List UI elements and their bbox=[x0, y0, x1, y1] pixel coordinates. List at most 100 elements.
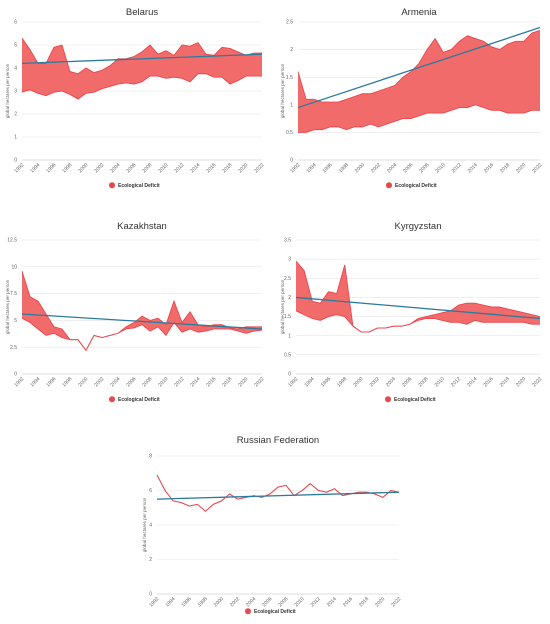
y-tick-label: 0 bbox=[288, 372, 291, 378]
x-tick-label: 2012 bbox=[450, 376, 462, 388]
x-tick-label: 2008 bbox=[277, 596, 289, 608]
chart-armenia: 0 0.5 1 1.5 2 2.5 1992 1994 1996 1998 2000 2002 2004… bbox=[280, 7, 544, 189]
x-tick-label: 2012 bbox=[173, 376, 185, 388]
x-tick-label: 1998 bbox=[338, 162, 350, 174]
y-tick-label: 4 bbox=[14, 66, 17, 72]
x-tick-label: 2006 bbox=[125, 162, 137, 174]
y-axis-label: global hectares per person bbox=[5, 279, 10, 334]
legend-marker[interactable] bbox=[245, 608, 251, 615]
y-tick-label: 1.5 bbox=[284, 314, 291, 320]
chart-kyrgyzstan: 0 0.5 1 1.5 2 2.5 3 3.5 1992 1994 1996 1998 2000 2002… bbox=[280, 221, 544, 403]
chart-title: Kazakhstan bbox=[117, 221, 167, 232]
x-tick-label: 2022 bbox=[531, 162, 543, 174]
chart-title: Kyrgyzstan bbox=[395, 221, 442, 232]
x-tick-label: 2020 bbox=[237, 376, 249, 388]
x-tick-label: 1992 bbox=[289, 162, 301, 174]
y-tick-label: 3 bbox=[14, 89, 17, 95]
y-tick-label: 6 bbox=[149, 488, 152, 494]
x-tick-label: 1998 bbox=[197, 596, 209, 608]
x-tick-label: 2000 bbox=[213, 596, 225, 608]
y-tick-label: 0 bbox=[290, 158, 293, 164]
x-tick-label: 1994 bbox=[164, 596, 176, 608]
x-tick-label: 2020 bbox=[374, 596, 386, 608]
x-tick-label: 1998 bbox=[61, 376, 73, 388]
y-tick-label: 2 bbox=[290, 47, 293, 53]
legend-label[interactable]: Ecological Deficit bbox=[118, 183, 160, 189]
y-tick-label: 1 bbox=[288, 333, 291, 339]
x-tick-label: 1996 bbox=[181, 596, 193, 608]
deficit-upper-line bbox=[21, 270, 262, 352]
x-tick-label: 2018 bbox=[499, 162, 511, 174]
y-tick-label: 3.5 bbox=[284, 238, 291, 244]
trend-line bbox=[21, 53, 263, 65]
x-tick-label: 2014 bbox=[467, 162, 479, 174]
chart-title: Armenia bbox=[401, 7, 437, 18]
x-tick-label: 2004 bbox=[385, 376, 397, 388]
legend-marker[interactable] bbox=[109, 396, 115, 403]
y-tick-label: 1 bbox=[14, 135, 17, 141]
x-tick-label: 2012 bbox=[310, 596, 322, 608]
x-tick-label: 2002 bbox=[369, 376, 381, 388]
deficit-upper-line bbox=[295, 260, 541, 333]
x-tick-label: 1996 bbox=[45, 376, 57, 388]
x-tick-label: 1992 bbox=[148, 596, 160, 608]
y-tick-label: 0 bbox=[14, 158, 17, 164]
x-tick-label: 2002 bbox=[229, 596, 241, 608]
y-tick-label: 2.5 bbox=[10, 345, 17, 351]
trend-line bbox=[295, 296, 541, 320]
x-tick-label: 1994 bbox=[29, 376, 41, 388]
x-tick-label: 2018 bbox=[358, 596, 370, 608]
y-tick-label: 2.5 bbox=[286, 20, 293, 26]
y-axis-label: global hectares per person bbox=[5, 63, 10, 118]
x-tick-label: 2010 bbox=[434, 376, 446, 388]
legend-marker[interactable] bbox=[386, 182, 392, 189]
chart-title: Belarus bbox=[126, 7, 158, 18]
x-tick-label: 1992 bbox=[13, 162, 25, 174]
x-tick-label: 2022 bbox=[531, 376, 543, 388]
x-tick-label: 1994 bbox=[305, 162, 317, 174]
x-tick-label: 2016 bbox=[205, 162, 217, 174]
legend-label[interactable]: Ecological Deficit bbox=[118, 397, 160, 403]
x-tick-label: 2016 bbox=[483, 376, 495, 388]
x-tick-label: 2016 bbox=[342, 596, 354, 608]
x-tick-label: 2014 bbox=[189, 376, 201, 388]
x-tick-label: 2010 bbox=[435, 162, 447, 174]
x-tick-label: 2008 bbox=[141, 162, 153, 174]
legend-label[interactable]: Ecological Deficit bbox=[254, 609, 296, 615]
x-tick-label: 2018 bbox=[221, 162, 233, 174]
y-axis-label: global hectares per person bbox=[142, 497, 147, 552]
legend-label[interactable]: Ecological Deficit bbox=[395, 183, 437, 189]
x-tick-label: 2020 bbox=[237, 162, 249, 174]
x-tick-label: 2006 bbox=[401, 376, 413, 388]
chart-belarus: 0 1 2 3 4 5 6 1992 1994 1996 1998 2000 2002 2004 2006 2… bbox=[5, 7, 266, 189]
y-tick-label: 10 bbox=[11, 264, 17, 270]
x-tick-label: 2016 bbox=[483, 162, 495, 174]
x-tick-label: 2004 bbox=[109, 162, 121, 174]
x-tick-label: 1998 bbox=[61, 162, 73, 174]
x-tick-label: 2010 bbox=[157, 162, 169, 174]
x-tick-label: 2014 bbox=[466, 376, 478, 388]
y-tick-label: 1 bbox=[290, 102, 293, 108]
y-tick-label: 6 bbox=[14, 20, 17, 26]
legend-label[interactable]: Ecological Deficit bbox=[394, 397, 436, 403]
x-tick-label: 2018 bbox=[221, 376, 233, 388]
deficit-upper-line bbox=[297, 29, 541, 103]
x-tick-label: 2006 bbox=[125, 376, 137, 388]
chart-title: Russian Federation bbox=[237, 435, 319, 446]
trend-line bbox=[297, 26, 541, 109]
y-tick-label: 0 bbox=[14, 372, 17, 378]
x-tick-label: 2012 bbox=[451, 162, 463, 174]
legend-marker[interactable] bbox=[109, 182, 115, 189]
x-tick-label: 2006 bbox=[261, 596, 273, 608]
y-tick-label: 4 bbox=[149, 523, 152, 529]
x-tick-label: 2012 bbox=[173, 162, 185, 174]
y-tick-label: 7.5 bbox=[10, 291, 17, 297]
x-tick-label: 1996 bbox=[320, 376, 332, 388]
y-tick-label: 0 bbox=[149, 592, 152, 598]
x-tick-label: 1996 bbox=[45, 162, 57, 174]
x-tick-label: 1994 bbox=[29, 162, 41, 174]
x-tick-label: 1994 bbox=[304, 376, 316, 388]
legend-marker[interactable] bbox=[385, 396, 391, 403]
x-tick-label: 1992 bbox=[287, 376, 299, 388]
y-axis-label: global hectares per person bbox=[280, 279, 285, 334]
